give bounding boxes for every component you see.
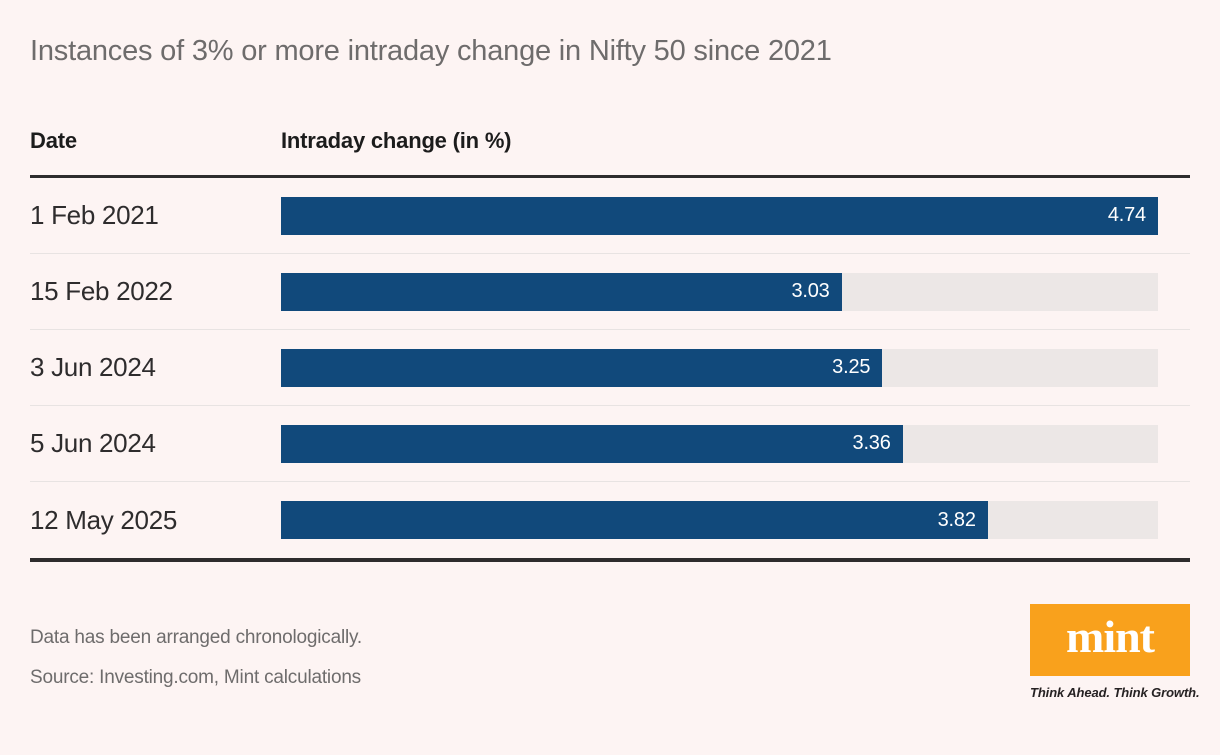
row-date: 1 Feb 2021: [30, 200, 159, 230]
bar: 3.36: [281, 424, 903, 463]
brand-tagline: Think Ahead. Think Growth.: [1030, 685, 1200, 700]
bar-track: 3.25: [281, 348, 1158, 387]
bar-value-label: 4.74: [1107, 204, 1146, 226]
chart-title: Instances of 3% or more intraday change …: [30, 35, 832, 67]
bar-track: 3.82: [281, 501, 1158, 539]
bar: 3.03: [281, 272, 842, 311]
bar-track: 3.36: [281, 424, 1158, 463]
table-row: 12 May 2025 3.82: [30, 482, 1190, 558]
table-row: 5 Jun 2024 3.36: [30, 406, 1190, 482]
table-row: 3 Jun 2024 3.25: [30, 330, 1190, 406]
row-date: 3 Jun 2024: [30, 352, 156, 382]
mint-logo-text: mint: [1066, 611, 1155, 662]
bar: 3.25: [281, 348, 883, 387]
bottom-rule: [30, 558, 1190, 562]
table-row: 1 Feb 2021 4.74: [30, 178, 1190, 254]
bar-value-label: 3.03: [791, 280, 830, 302]
bar-value-label: 3.82: [937, 508, 976, 531]
table-row: 15 Feb 2022 3.03: [30, 254, 1190, 330]
brand-block: mint Think Ahead. Think Growth.: [1030, 604, 1200, 700]
column-header-date: Date: [30, 128, 77, 153]
bar-track: 4.74: [281, 196, 1158, 235]
footer: Data has been arranged chronologically. …: [30, 604, 1200, 700]
row-date: 15 Feb 2022: [30, 276, 173, 306]
footer-source: Source: Investing.com, Mint calculations: [30, 667, 361, 688]
chart-card: Instances of 3% or more intraday change …: [0, 33, 1220, 755]
mint-logo: mint: [1030, 604, 1190, 676]
bar-track: 3.03: [281, 272, 1158, 311]
bar-value-label: 3.25: [832, 356, 871, 378]
header-rule: [30, 175, 1190, 178]
bar: 3.82: [281, 501, 988, 539]
bar-value-label: 3.36: [852, 432, 891, 454]
row-date: 12 May 2025: [30, 504, 178, 535]
row-date: 5 Jun 2024: [30, 428, 156, 458]
table-header: Date Intraday change (in %): [30, 129, 1190, 153]
bar: 4.74: [281, 196, 1158, 235]
footer-notes: Data has been arranged chronologically. …: [30, 604, 362, 698]
column-header-intraday-change: Intraday change (in %): [281, 128, 512, 153]
bar-rows: 1 Feb 2021 4.74 15 Feb 2022 3.03 3 Jun 2024 3…: [30, 178, 1190, 558]
footer-note: Data has been arranged chronologically.: [30, 627, 362, 648]
